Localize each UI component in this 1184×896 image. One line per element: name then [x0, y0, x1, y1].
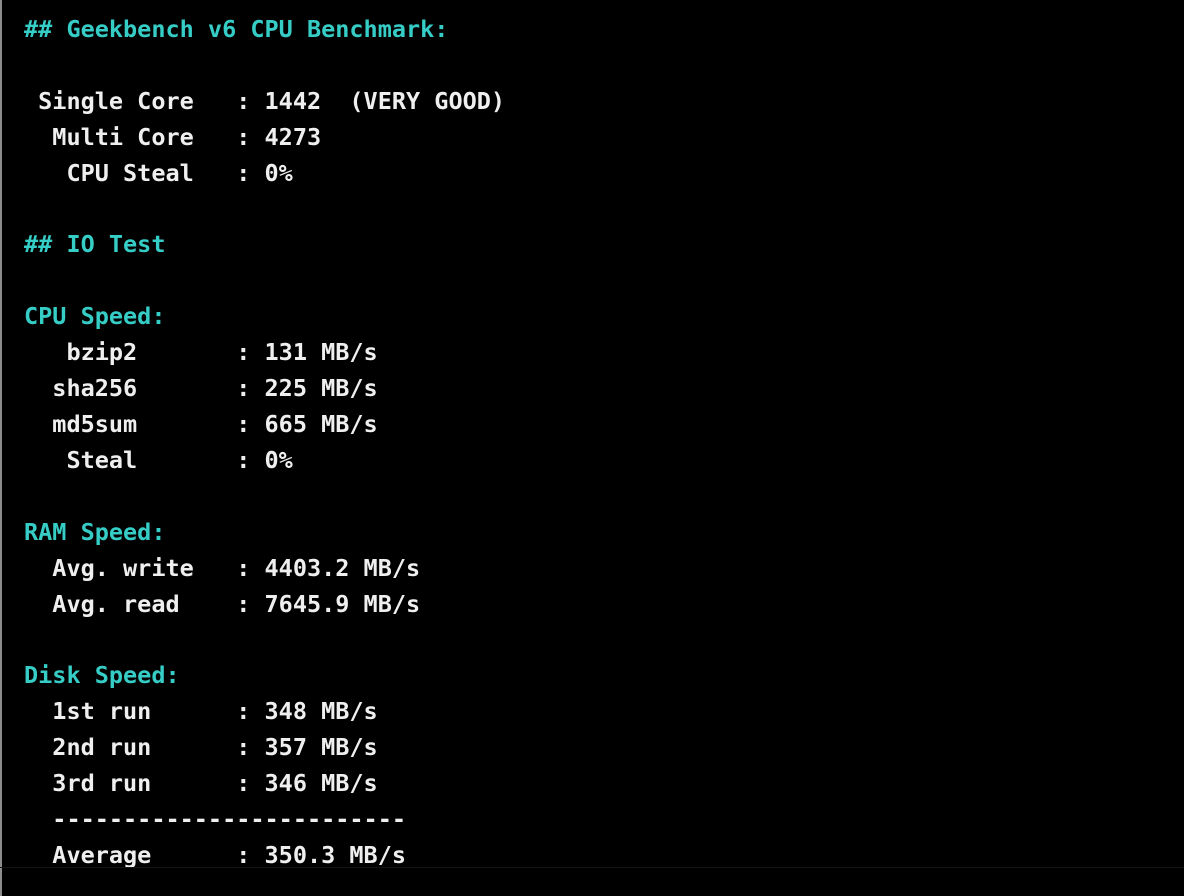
terminal-line: Disk Speed: [24, 661, 180, 690]
terminal-line: bzip2 : 131 MB/s [24, 338, 378, 367]
terminal-line: Average : 350.3 MB/s [24, 840, 407, 869]
terminal-line: 2nd run : 357 MB/s [24, 733, 378, 762]
terminal-line: sha256 : 225 MB/s [24, 374, 378, 403]
terminal-line: Avg. read : 7645.9 MB/s [24, 589, 421, 618]
terminal-line: Steal : 0% [24, 445, 293, 474]
terminal-line [24, 48, 505, 84]
terminal-line: 3rd run : 346 MB/s [24, 769, 378, 798]
window-edge-bottom [0, 867, 1184, 868]
terminal-line: CPU Speed: [24, 302, 166, 331]
terminal-line: ## Geekbench v6 CPU Benchmark: [24, 15, 449, 43]
terminal-output: ## Geekbench v6 CPU Benchmark: Single Co… [24, 12, 505, 874]
terminal-line: Multi Core : 4273 [24, 122, 322, 151]
terminal-line [24, 479, 505, 515]
terminal-line: CPU Steal : 0% [24, 158, 293, 187]
terminal-line: md5sum : 665 MB/s [24, 409, 378, 438]
terminal-line [24, 263, 505, 299]
terminal-line: Single Core : 1442 (VERY GOOD) [24, 86, 506, 115]
window-edge-left [0, 0, 2, 896]
terminal-line [24, 622, 505, 658]
terminal-line: 1st run : 348 MB/s [24, 697, 378, 726]
terminal-line: RAM Speed: [24, 517, 166, 546]
terminal-line: ## IO Test [24, 230, 166, 259]
terminal-line: Avg. write : 4403.2 MB/s [24, 553, 421, 582]
terminal-line [24, 192, 505, 228]
terminal-line: ------------------------- [24, 804, 407, 833]
